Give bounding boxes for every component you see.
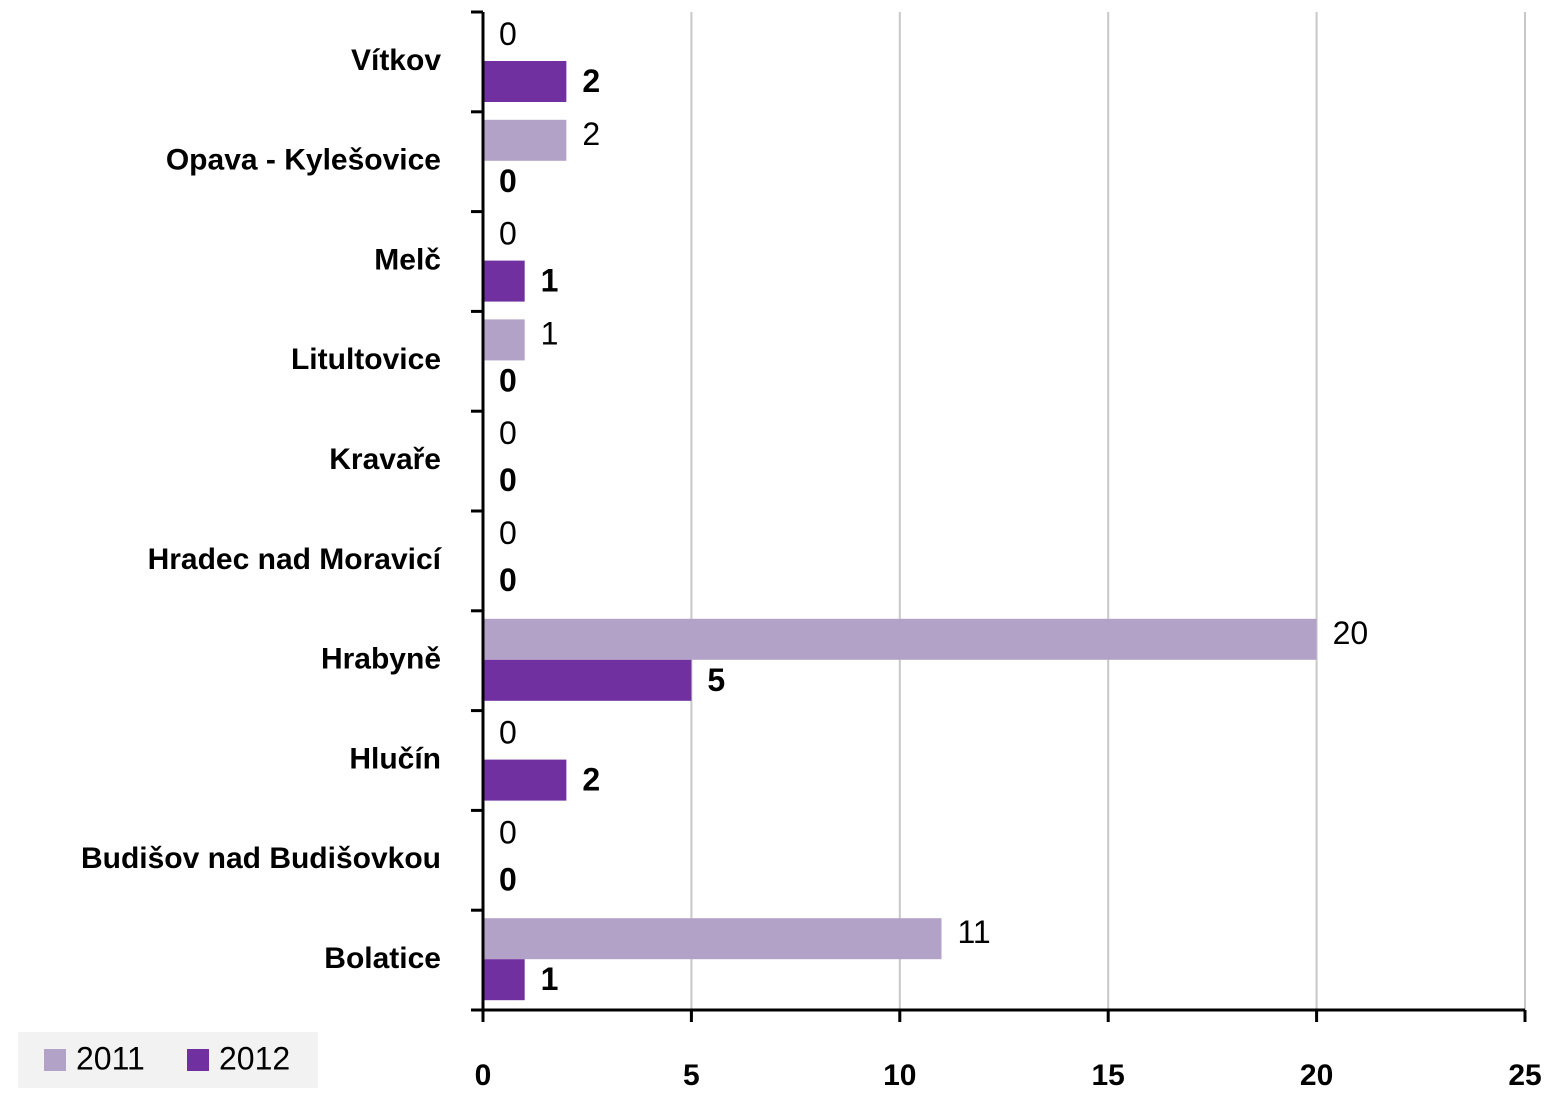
category-label: Bolatice <box>324 942 441 975</box>
bar <box>483 918 942 960</box>
legend-label: 2011 <box>76 1040 145 1076</box>
x-tick-label: 5 <box>683 1059 700 1092</box>
category-label: Melč <box>374 243 441 276</box>
category-label: Hradec nad Moravicí <box>148 543 443 576</box>
data-label: 0 <box>499 415 517 451</box>
bar <box>483 119 567 161</box>
bar <box>483 659 692 701</box>
category-label: Hlučín <box>349 742 441 775</box>
bar <box>483 759 567 801</box>
data-label: 5 <box>707 662 725 698</box>
x-tick-label: 20 <box>1300 1059 1333 1092</box>
category-label: Litultovice <box>291 343 441 376</box>
data-label: 20 <box>1333 615 1369 651</box>
data-label: 1 <box>541 315 559 351</box>
legend-label: 2012 <box>219 1040 290 1076</box>
data-label: 0 <box>499 362 517 398</box>
data-label: 0 <box>499 462 517 498</box>
data-label: 0 <box>499 715 517 751</box>
data-label: 1 <box>541 961 559 997</box>
legend-swatch <box>44 1049 66 1071</box>
x-tick-label: 10 <box>883 1059 916 1092</box>
x-tick-label: 15 <box>1092 1059 1125 1092</box>
data-label: 0 <box>499 16 517 52</box>
category-label: Opava - Kylešovice <box>166 144 441 177</box>
category-label: Hrabyně <box>321 643 441 676</box>
x-tick-label: 0 <box>475 1059 492 1092</box>
bar <box>483 61 567 102</box>
data-label: 1 <box>541 263 559 299</box>
data-label: 0 <box>499 861 517 897</box>
category-label: Kravaře <box>329 443 441 476</box>
bar <box>483 260 525 302</box>
category-label: Vítkov <box>351 44 441 77</box>
x-tick-label: 25 <box>1508 1059 1541 1092</box>
bar <box>483 319 525 361</box>
legend-box <box>18 1032 318 1088</box>
data-label: 0 <box>499 814 517 850</box>
bar <box>483 959 525 1001</box>
data-label: 2 <box>582 762 600 798</box>
data-label: 0 <box>499 515 517 551</box>
data-label: 0 <box>499 216 517 252</box>
data-label: 0 <box>499 163 517 199</box>
data-label: 2 <box>582 116 600 152</box>
category-label: Budišov nad Budišovkou <box>81 842 441 875</box>
data-label: 0 <box>499 562 517 598</box>
legend-swatch <box>187 1049 209 1071</box>
data-label: 11 <box>957 914 990 950</box>
data-label: 2 <box>582 63 600 99</box>
bar <box>483 618 1317 660</box>
